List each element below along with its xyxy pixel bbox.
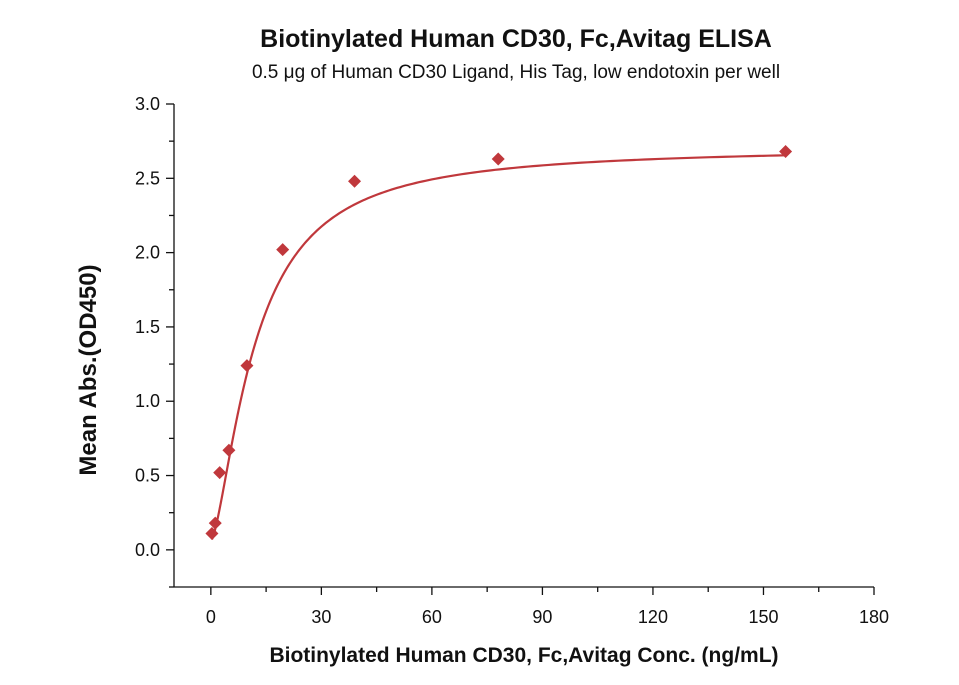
data-point [222, 443, 236, 457]
y-tick-label: 2.5 [135, 168, 160, 188]
x-axis-label: Biotinylated Human CD30, Fc,Avitag Conc.… [269, 644, 778, 667]
x-tick-label: 0 [206, 607, 216, 627]
x-tick-label: 90 [532, 607, 552, 627]
x-tick-label: 60 [422, 607, 442, 627]
y-axis-ticks: 0.0 0.5 1.0 1.5 2.0 2.5 3.0 [135, 94, 174, 588]
x-tick-label: 180 [859, 607, 889, 627]
axes [173, 104, 874, 588]
y-tick-label: 0.0 [135, 540, 160, 560]
data-point [491, 152, 505, 166]
y-tick-label: 0.5 [135, 466, 160, 486]
y-axis-label: Mean Abs.(OD450) [75, 264, 102, 475]
fit-curve [210, 154, 786, 540]
data-point [208, 516, 222, 530]
data-point [205, 526, 219, 540]
data-point [348, 174, 362, 188]
y-tick-label: 2.0 [135, 243, 160, 263]
data-point [240, 359, 254, 373]
y-tick-label: 1.0 [135, 391, 160, 411]
data-point [213, 466, 227, 480]
x-tick-label: 150 [748, 607, 778, 627]
x-tick-label: 120 [638, 607, 668, 627]
y-tick-label: 3.0 [135, 94, 160, 114]
data-point [779, 145, 793, 159]
x-axis-ticks: 0 30 60 90 120 150 180 [206, 587, 889, 627]
y-tick-label: 1.5 [135, 317, 160, 337]
chart-subtitle: 0.5 μg of Human CD30 Ligand, His Tag, lo… [252, 62, 780, 83]
x-tick-label: 30 [311, 607, 331, 627]
data-point [276, 243, 290, 257]
data-points [205, 145, 793, 540]
chart-title: Biotinylated Human CD30, Fc,Avitag ELISA [260, 25, 772, 53]
